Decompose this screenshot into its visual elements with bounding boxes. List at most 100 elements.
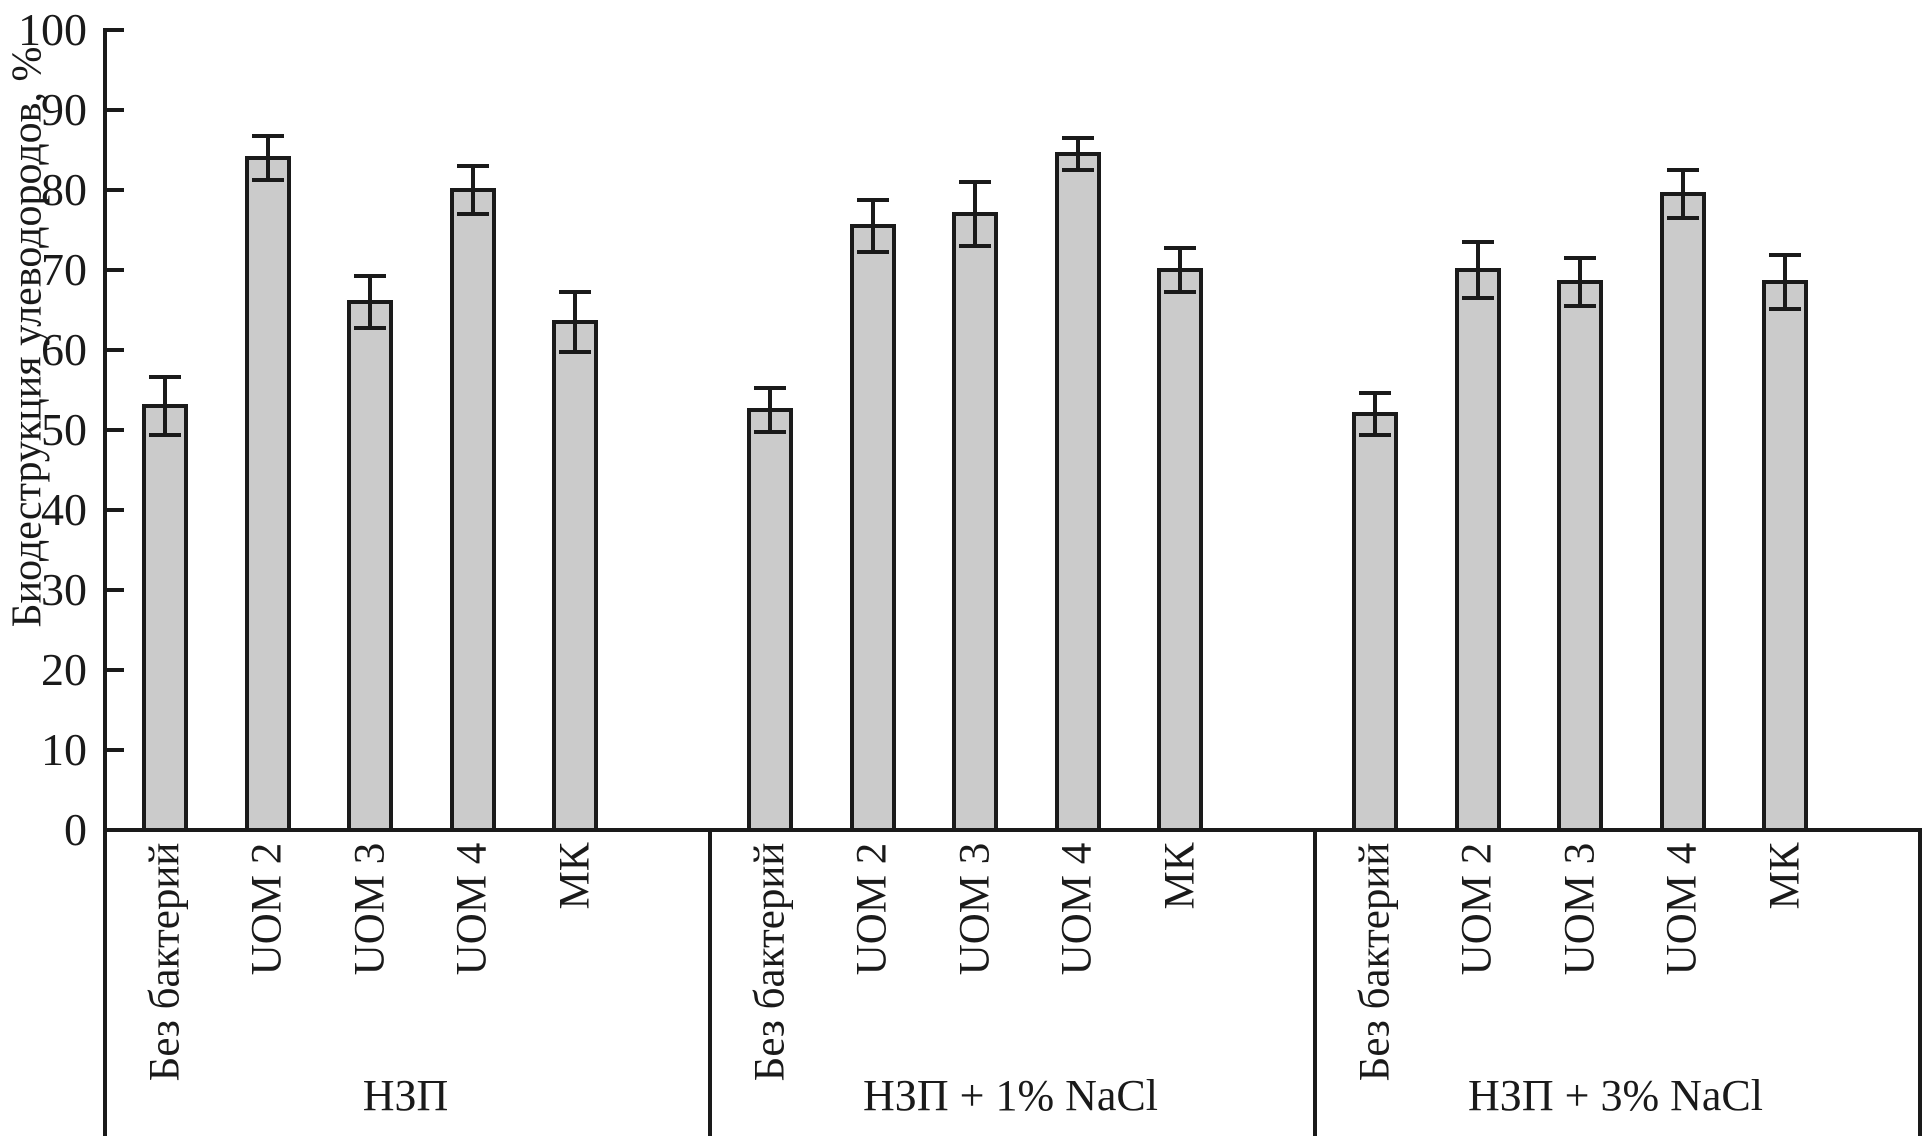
bar-label: UOM 4 [448,842,496,975]
error-bar-cap-bottom [1164,290,1196,295]
y-axis-line [103,28,107,832]
bar-label: Без бактерий [140,842,188,1081]
y-tick-label: 20 [41,644,87,695]
bar [347,300,393,832]
bar [142,404,188,832]
error-bar-stem [973,180,977,248]
error-bar-stem [1578,256,1582,308]
error-bar-stem [870,197,875,255]
bar-label: UOM 3 [950,842,998,975]
bar [1659,192,1706,832]
error-bar-cap-bottom [754,430,786,435]
error-bar-cap-top [959,180,991,184]
bar [849,224,896,832]
y-tick-label: 50 [41,404,87,455]
error-bar-cap-top [456,164,489,168]
bar [244,156,291,832]
error-bar-cap-bottom [559,350,591,355]
bar [1352,412,1398,832]
bar-label: Без бактерий [745,842,793,1081]
y-tick-label: 60 [41,324,87,375]
bar [1762,280,1808,832]
y-tick-mark [107,28,124,32]
bar [449,188,496,832]
bar [1454,268,1501,832]
bar [1157,268,1203,832]
error-bar-cap-top [559,289,591,294]
bar-label: МК [1760,842,1808,909]
error-bar-cap-bottom [856,250,889,255]
bar-label: UOM 2 [243,842,291,975]
y-tick-label: 70 [41,244,87,295]
error-bar-cap-top [354,273,386,278]
bar-label: Без бактерий [1350,842,1398,1081]
error-bar-cap-bottom [1666,216,1699,220]
y-tick-label: 40 [41,484,87,535]
error-bar-cap-bottom [1564,304,1596,308]
error-bar-stem [1680,168,1685,220]
error-bar-cap-top [1061,136,1094,140]
bar [1557,280,1603,832]
error-bar-cap-top [1164,245,1196,250]
bar-label: UOM 3 [1555,842,1603,975]
error-bar-stem [768,385,772,435]
bar-label: UOM 2 [1453,842,1501,975]
error-bar-cap-bottom [251,178,284,183]
y-tick-mark [107,748,124,752]
bar [952,212,998,832]
bar [552,320,598,832]
error-bar-cap-top [1666,168,1699,172]
bar [747,408,793,832]
y-tick-label: 90 [41,84,87,135]
y-tick-mark [107,668,124,672]
group-label: НЗП + 1% NaCl [863,1071,1158,1120]
error-bar-cap-bottom [456,212,489,216]
y-tick-mark [107,188,124,192]
error-bar-stem [1475,240,1480,300]
error-bar-cap-bottom [959,244,991,248]
y-tick-mark [107,588,124,592]
bar-label: UOM 4 [1658,842,1706,975]
y-tick-mark [107,428,124,432]
y-tick-label: 10 [41,724,87,775]
group-label: НЗП [362,1071,449,1120]
y-tick-mark [107,348,124,352]
error-bar-cap-top [251,133,284,138]
panel-divider [708,828,712,1136]
error-bar-cap-top [856,197,889,202]
error-bar-cap-top [1564,256,1596,260]
error-bar-cap-bottom [1061,168,1094,172]
error-bar-cap-top [1461,240,1494,244]
error-bar-stem [573,289,577,355]
error-bar-cap-bottom [149,432,181,437]
error-bar-cap-bottom [354,326,386,331]
error-bar-stem [265,133,270,183]
y-tick-mark [107,508,124,512]
error-bar-stem [1178,245,1182,295]
bar-label: UOM 2 [848,842,896,975]
y-tick-label: 30 [41,564,87,615]
y-tick-mark [107,108,124,112]
y-tick-label: 0 [64,804,87,855]
panel-divider [103,828,107,1136]
error-bar-stem [163,375,167,437]
error-bar-cap-bottom [1769,307,1801,312]
y-tick-label: 100 [18,4,87,55]
error-bar-cap-top [1769,252,1801,257]
x-axis-line [103,828,1922,832]
error-bar-stem [1373,391,1377,437]
group-label: НЗП + 3% NaCl [1468,1071,1763,1120]
bar-label: МК [550,842,598,909]
panel-divider [1313,828,1317,1136]
bar [1054,152,1101,832]
error-bar-stem [470,164,475,216]
bar-label: UOM 3 [345,842,393,975]
error-bar-cap-bottom [1359,432,1391,437]
error-bar-cap-top [1359,391,1391,396]
error-bar-stem [1075,136,1080,172]
bar-label: МК [1155,842,1203,909]
error-bar-cap-top [754,385,786,390]
panel-divider [1918,828,1922,1136]
